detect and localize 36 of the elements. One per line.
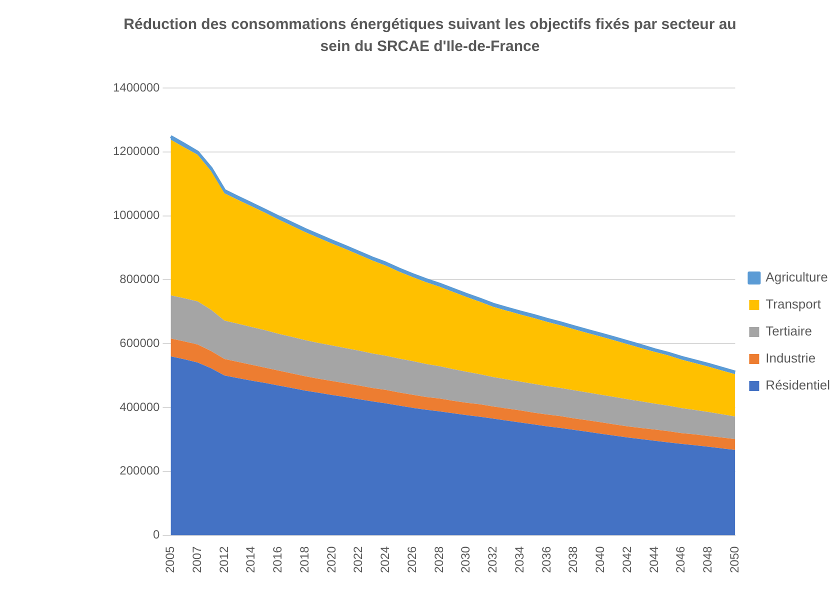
- x-tick-label: 2018: [297, 546, 312, 574]
- x-tick-label: 2048: [700, 546, 715, 574]
- legend-label: Transport: [766, 296, 822, 312]
- x-tick-label: 2026: [404, 546, 419, 574]
- x-tick-label: 2020: [324, 546, 338, 574]
- y-tick-label: 0: [153, 528, 160, 542]
- y-tick-label: 1000000: [113, 208, 160, 222]
- x-tick-label: 2044: [646, 546, 661, 574]
- x-tick-label: 2022: [351, 546, 366, 574]
- legend-label: Agriculture: [766, 270, 828, 285]
- x-tick-label: 2034: [512, 546, 526, 574]
- x-tick-label: 2012: [216, 546, 231, 574]
- y-tick-label: 1400000: [113, 80, 160, 94]
- x-tick-label: 2028: [432, 546, 446, 574]
- y-tick-label: 200000: [120, 464, 160, 478]
- x-tick-label: 2016: [270, 546, 285, 574]
- x-tick-label: 2040: [593, 546, 608, 574]
- legend-label: Industrie: [766, 350, 816, 366]
- x-tick-label: 2038: [566, 546, 580, 574]
- x-tick-label: 2050: [728, 546, 742, 574]
- x-tick-label: 2024: [378, 546, 392, 574]
- y-tick-label: 400000: [120, 400, 160, 414]
- x-tick-label: 2030: [458, 546, 473, 574]
- y-tick-label: 600000: [120, 336, 160, 350]
- y-tick-label: 800000: [120, 272, 160, 286]
- x-tick-label: 2007: [190, 546, 204, 574]
- x-tick-label: 2046: [674, 546, 688, 574]
- x-tick-label: 2042: [620, 546, 634, 574]
- x-tick-label: 2036: [539, 546, 554, 574]
- x-tick-label: 2005: [163, 546, 178, 574]
- x-tick-label: 2014: [244, 546, 258, 574]
- chart-title: Réduction des consommations énergétiques suivant les objectifs fixés par secteur au sein du SRCAE d'Ile-de-France: [122, 15, 738, 57]
- y-tick-label: 1200000: [113, 144, 160, 158]
- legend-label: Tertiaire: [766, 324, 812, 339]
- x-tick-label: 2032: [486, 546, 500, 574]
- legend-label: Résidentiel: [766, 378, 830, 393]
